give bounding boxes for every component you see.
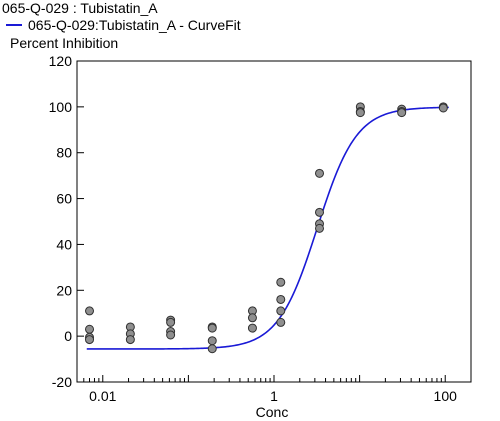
legend-entry-curvefit: 065-Q-029:Tubistatin_A - CurveFit [6, 17, 241, 33]
data-point [276, 317, 286, 327]
y-tick-label: 20 [56, 282, 72, 298]
x-axis: 0.01 1 100 [76, 375, 472, 404]
x-tick-label: 0.01 [89, 388, 116, 404]
y-tick-label: 80 [56, 145, 72, 161]
y-tick-label: 60 [56, 191, 72, 207]
fit-curve-line [86, 106, 449, 350]
y-tick-label: 100 [49, 99, 73, 115]
data-points-layer [85, 102, 448, 354]
data-point [397, 108, 407, 118]
y-tick-label: 120 [49, 53, 73, 69]
data-point [315, 207, 325, 217]
y-axis: -20 0 20 40 60 80 100 120 [49, 53, 84, 390]
data-point [438, 103, 448, 113]
data-point [85, 324, 95, 334]
data-point [207, 323, 217, 333]
y-tick-label: 40 [56, 236, 72, 252]
data-point [207, 344, 217, 354]
legend-label: 065-Q-029:Tubistatin_A - CurveFit [28, 17, 241, 33]
data-point [247, 313, 257, 323]
data-point [276, 277, 286, 287]
data-point [85, 335, 95, 345]
data-point [207, 336, 217, 346]
data-point [85, 306, 95, 316]
data-point [355, 108, 365, 118]
data-point [315, 168, 325, 178]
data-point [125, 335, 135, 345]
data-point [166, 317, 176, 327]
data-point [276, 294, 286, 304]
x-axis-title: Conc [256, 404, 289, 420]
y-tick-label: -20 [52, 374, 72, 390]
chart-title: 065-Q-029 : Tubistatin_A [2, 0, 158, 16]
data-point [247, 323, 257, 333]
fit-curve-layer [86, 106, 449, 350]
data-point [166, 330, 176, 340]
y-axis-title: Percent Inhibition [10, 35, 119, 51]
data-point [276, 306, 286, 316]
legend-line-swatch [6, 23, 22, 26]
data-point [315, 223, 325, 233]
x-tick-label: 100 [434, 388, 458, 404]
x-tick-label: 1 [270, 388, 278, 404]
y-tick-label: 0 [64, 328, 72, 344]
